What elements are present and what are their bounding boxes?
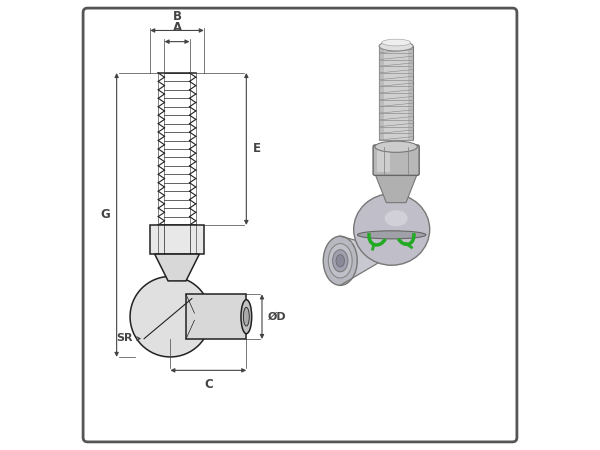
Text: C: C	[204, 378, 212, 391]
Ellipse shape	[332, 250, 348, 272]
Ellipse shape	[241, 300, 252, 334]
Polygon shape	[340, 236, 380, 285]
Bar	[377, 148, 390, 172]
Ellipse shape	[336, 255, 344, 267]
Ellipse shape	[353, 194, 430, 265]
Text: G: G	[100, 208, 110, 221]
Polygon shape	[343, 240, 371, 243]
Polygon shape	[155, 254, 199, 281]
Ellipse shape	[244, 307, 249, 326]
Polygon shape	[375, 174, 418, 203]
Text: E: E	[253, 143, 261, 155]
Text: B: B	[173, 10, 182, 23]
Circle shape	[130, 276, 211, 357]
Ellipse shape	[328, 243, 352, 278]
Bar	[408, 46, 413, 140]
Text: SR: SR	[116, 333, 140, 343]
Ellipse shape	[375, 141, 418, 153]
Ellipse shape	[382, 39, 410, 46]
Ellipse shape	[385, 210, 407, 226]
Ellipse shape	[379, 41, 413, 51]
FancyBboxPatch shape	[373, 145, 419, 176]
Ellipse shape	[358, 231, 426, 239]
Bar	[379, 46, 384, 140]
Text: A: A	[172, 22, 182, 35]
Text: ØD: ØD	[268, 312, 286, 322]
Bar	[379, 46, 413, 140]
Ellipse shape	[323, 236, 357, 285]
FancyBboxPatch shape	[83, 8, 517, 442]
Bar	[186, 294, 247, 339]
Bar	[150, 225, 204, 254]
